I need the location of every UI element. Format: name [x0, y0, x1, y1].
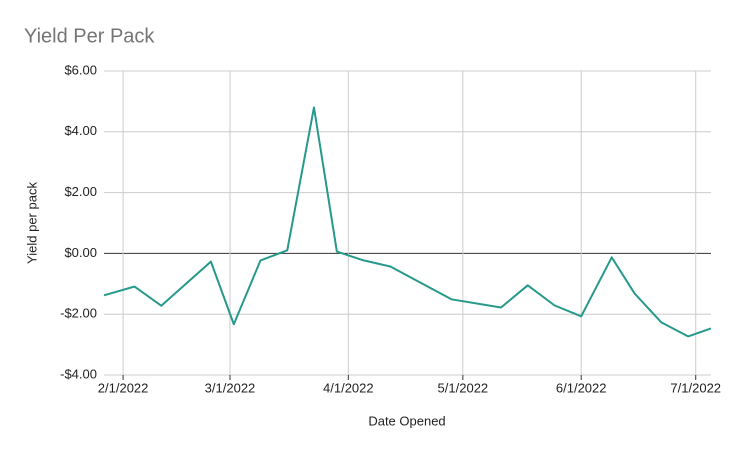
- x-axis-label: Date Opened: [368, 413, 445, 428]
- x-tick-label: 5/1/2022: [438, 380, 489, 395]
- y-tick-label: $0.00: [64, 245, 97, 260]
- y-tick-label: $2.00: [64, 184, 97, 199]
- x-tick-label: 2/1/2022: [98, 380, 149, 395]
- y-tick-label: -$4.00: [60, 366, 97, 381]
- data-line: [103, 106, 712, 338]
- y-tick-label: $6.00: [64, 62, 97, 77]
- x-tick-label: 6/1/2022: [556, 380, 607, 395]
- y-axis-label: Yield per pack: [24, 182, 39, 264]
- x-tick-label: 3/1/2022: [205, 380, 256, 395]
- chart-title: Yield Per Pack: [24, 25, 155, 47]
- y-tick-label: -$2.00: [60, 306, 97, 321]
- y-tick-label: $4.00: [64, 123, 97, 138]
- x-tick-label: 4/1/2022: [323, 380, 374, 395]
- x-tick-label: 7/1/2022: [670, 380, 721, 395]
